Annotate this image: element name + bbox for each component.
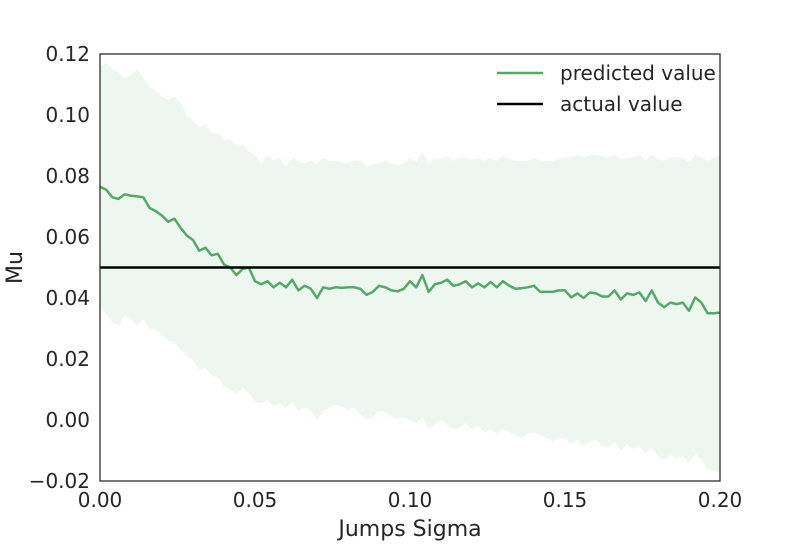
y-tick-label: 0.00 [45,408,90,432]
x-tick-label: 0.05 [233,488,278,512]
y-tick-label: 0.08 [45,164,90,188]
x-tick-label: 0.15 [543,488,588,512]
x-tick-labels: 0.00 0.05 0.10 0.15 0.20 [78,488,743,512]
x-tick-label: 0.10 [388,488,433,512]
y-tick-label: 0.06 [45,225,90,249]
y-tick-labels: −0.02 0.00 0.02 0.04 0.06 0.08 0.10 0.12 [29,42,90,493]
y-tick-label: −0.02 [29,469,90,493]
x-tick-label: 0.20 [698,488,743,512]
legend-label-predicted: predicted value [560,61,716,85]
legend: predicted value actual value [497,61,716,116]
x-tick-label: 0.00 [78,488,123,512]
legend-label-actual: actual value [560,92,683,116]
plot-frame [99,53,721,482]
y-tick-label: 0.02 [45,347,90,371]
y-tick-label: 0.04 [45,286,90,310]
y-tick-label: 0.10 [45,103,90,127]
y-tick-label: 0.12 [45,42,90,66]
x-axis-label: Jumps Sigma [336,517,481,542]
series-lines-layer [99,185,721,315]
y-axis-label: Mu [3,251,28,284]
predicted-value-line [99,185,721,315]
